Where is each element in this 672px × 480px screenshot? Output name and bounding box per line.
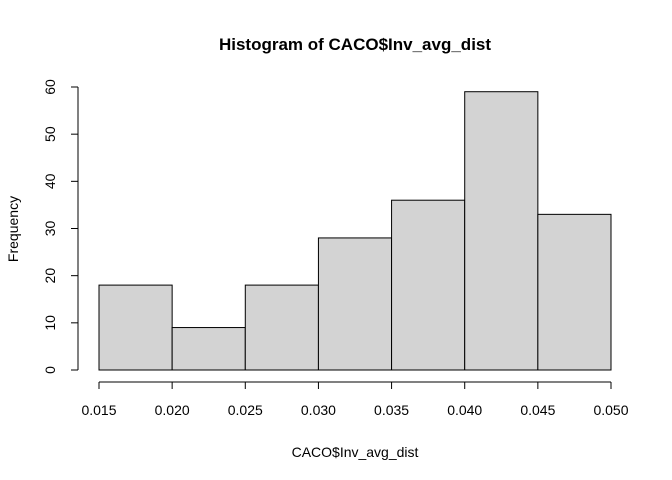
y-axis: 0 10 20 30 40 50 60 (42, 79, 79, 374)
y-tick-label: 50 (42, 126, 58, 142)
bars-group (98, 91, 612, 371)
x-tick-label: 0.025 (228, 402, 263, 418)
y-tick-label: 30 (42, 221, 58, 237)
y-tick-label: 10 (42, 315, 58, 331)
x-tick-label: 0.015 (81, 402, 116, 418)
y-axis-label: Frequency (5, 196, 21, 262)
histogram-bar-3 (244, 284, 319, 371)
x-axis: 0.015 0.020 0.025 0.030 0.035 0.040 0.045 0.050 (81, 381, 629, 418)
histogram-bar-5 (391, 199, 466, 371)
x-tick-label: 0.045 (520, 402, 555, 418)
x-tick-label: 0.030 (301, 402, 336, 418)
x-tick-label: 0.050 (593, 402, 628, 418)
x-axis-label: CACO$Inv_avg_dist (292, 444, 419, 460)
y-tick-label: 40 (42, 173, 58, 189)
x-tick-label: 0.035 (374, 402, 409, 418)
y-tick-label: 0 (42, 366, 58, 374)
chart-title: Histogram of CACO$Inv_avg_dist (219, 35, 491, 54)
histogram-bar-2 (171, 327, 246, 371)
x-tick-label: 0.020 (155, 402, 190, 418)
y-tick-label: 20 (42, 268, 58, 284)
histogram-bar-4 (317, 237, 393, 371)
x-tick-label: 0.040 (447, 402, 482, 418)
histogram-bar-6 (464, 91, 539, 371)
histogram-bar-1 (98, 284, 173, 371)
y-tick-label: 60 (42, 79, 58, 95)
histogram-bar-7 (537, 213, 612, 371)
